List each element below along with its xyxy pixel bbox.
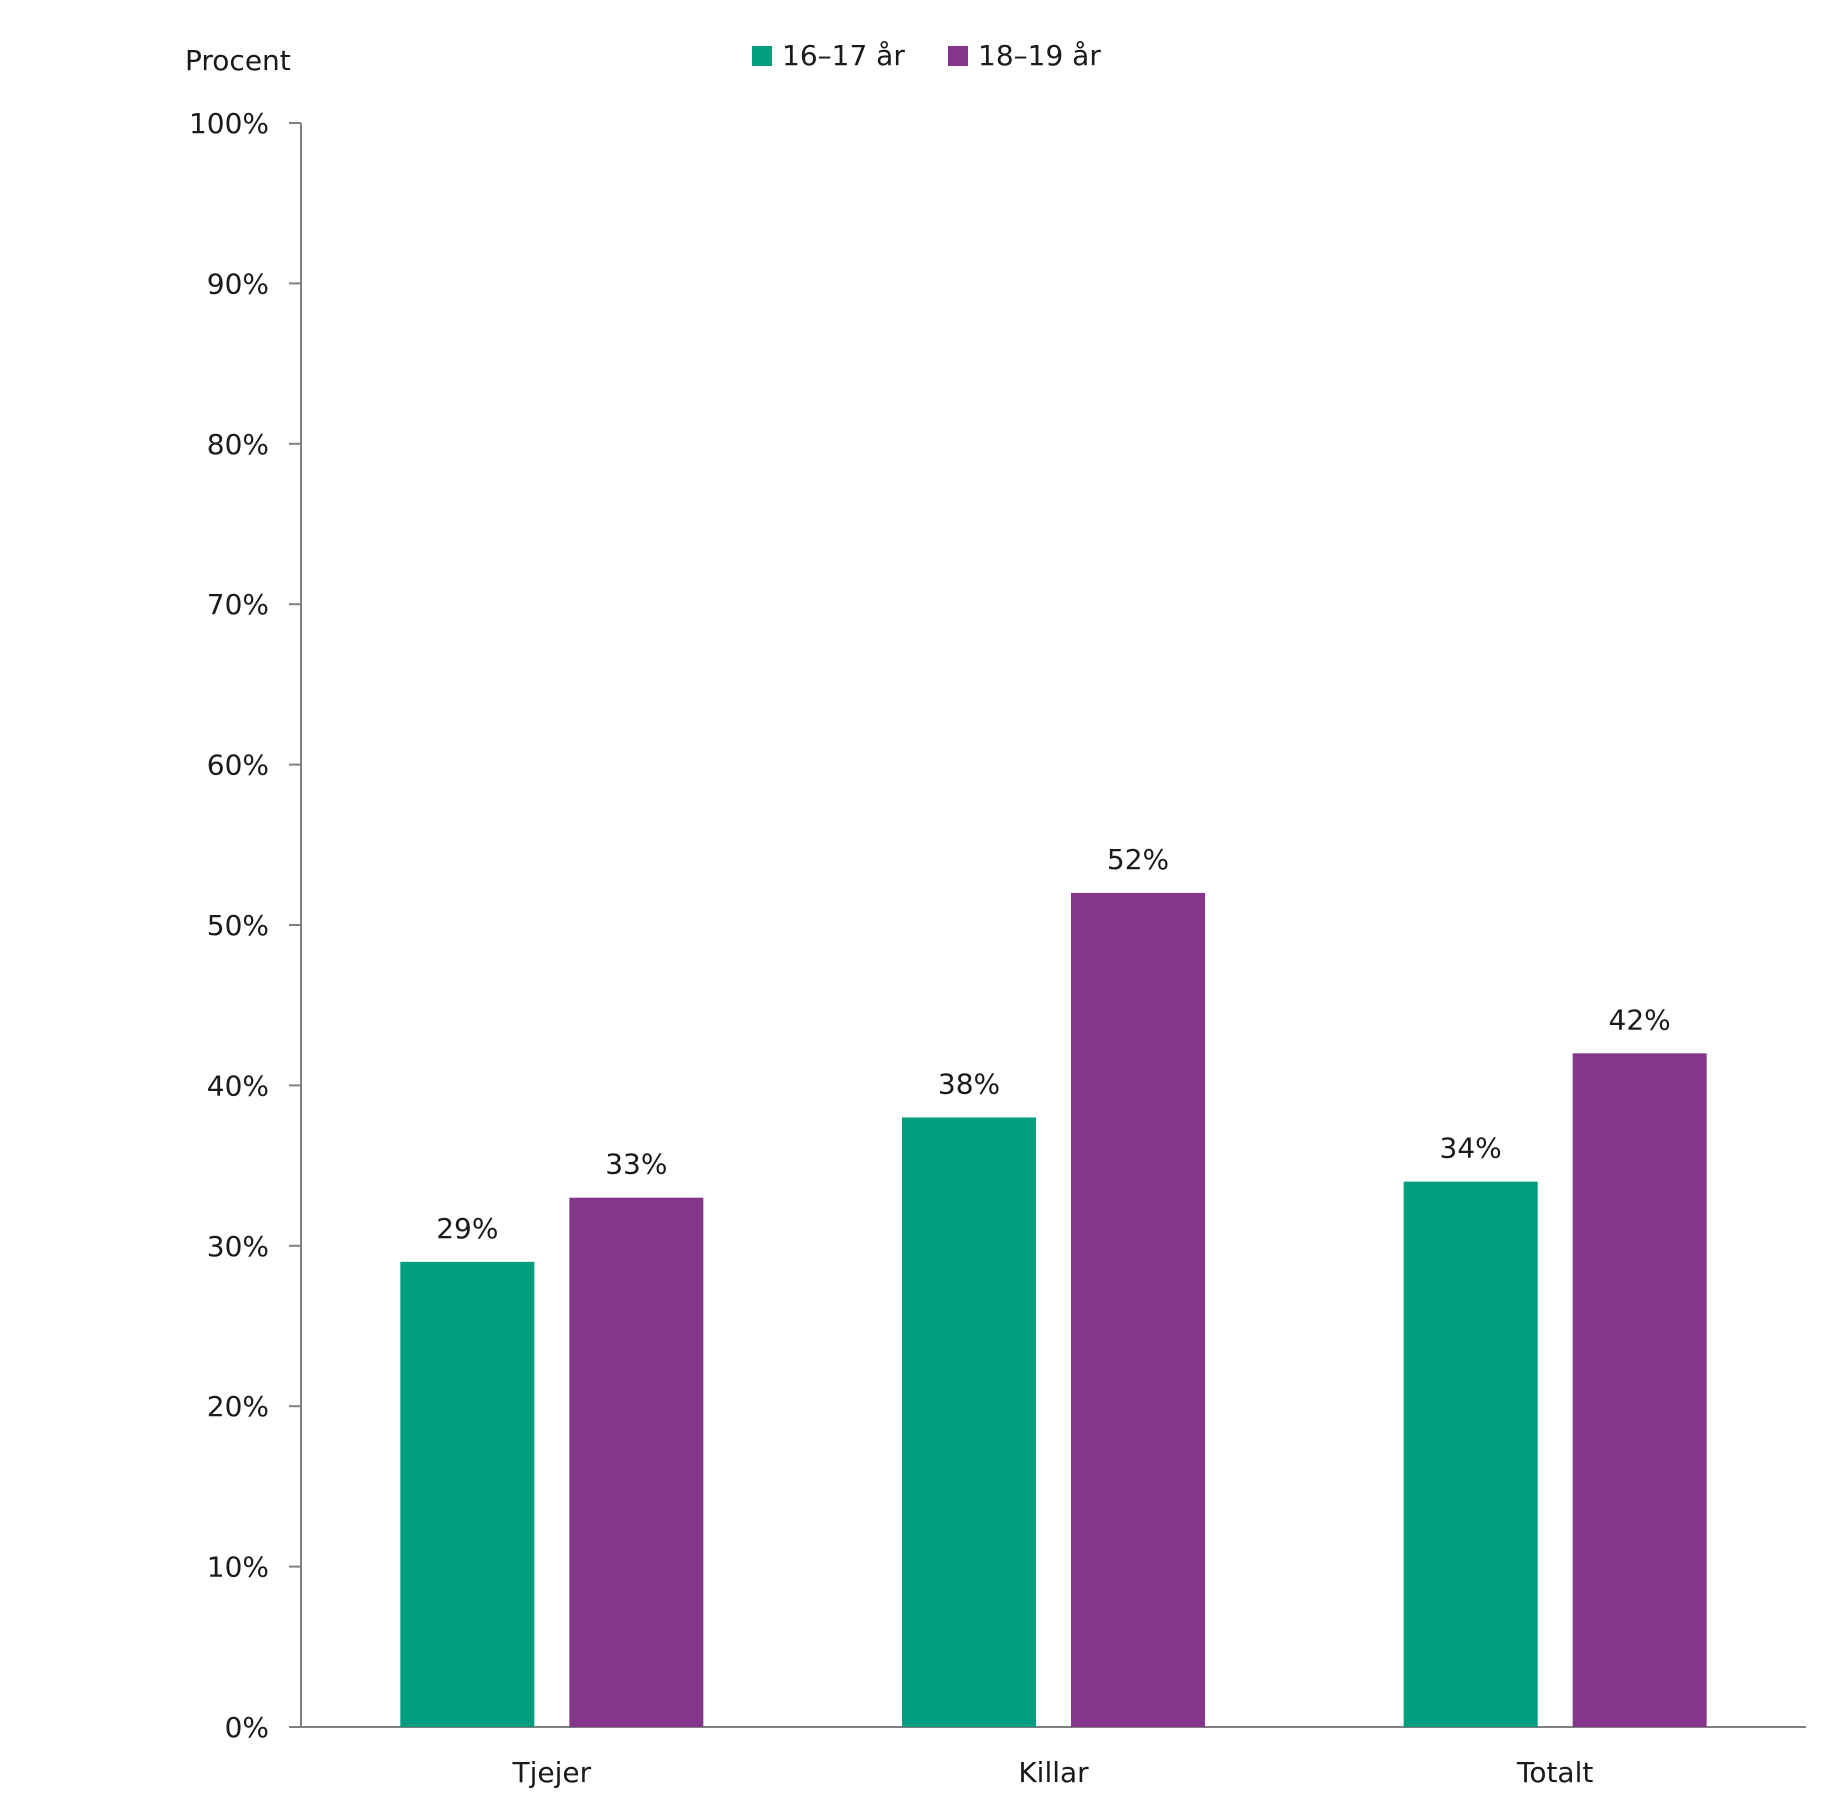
bar-killar-16-17 bbox=[902, 1117, 1036, 1727]
data-label: 52% bbox=[1107, 843, 1169, 876]
bar-totalt-16-17 bbox=[1403, 1181, 1538, 1727]
y-tick-label: 40% bbox=[207, 1069, 269, 1102]
y-tick-label: 80% bbox=[207, 428, 269, 461]
data-label: 42% bbox=[1609, 1003, 1671, 1036]
x-tick-label: Killar bbox=[1018, 1756, 1089, 1789]
y-tick-label: 60% bbox=[207, 749, 269, 782]
y-axis-label: Procent bbox=[185, 44, 291, 77]
data-label: 38% bbox=[938, 1067, 1000, 1100]
y-tick-label: 30% bbox=[207, 1230, 269, 1263]
legend-label-16-17: 16–17 år bbox=[782, 39, 905, 72]
data-label: 33% bbox=[605, 1148, 667, 1181]
data-label: 29% bbox=[436, 1212, 498, 1245]
legend-label-18-19: 18–19 år bbox=[978, 39, 1101, 72]
y-tick-label: 0% bbox=[225, 1711, 269, 1744]
y-tick-label: 10% bbox=[207, 1551, 269, 1584]
y-tick-label: 70% bbox=[207, 588, 269, 621]
y-tick-label: 50% bbox=[207, 909, 269, 942]
legend-swatch-18-19 bbox=[948, 46, 968, 66]
axes: 0% 10% 20% 30% 40% 50% 60% 70% 80% 90% 100% Tjejer K… bbox=[189, 107, 1806, 1789]
y-tick-label: 20% bbox=[207, 1390, 269, 1423]
bar-killar-18-19 bbox=[1071, 892, 1205, 1727]
data-labels: 29% 33% 38% 52% 34% 42% bbox=[436, 843, 1671, 1245]
x-tick-label: Totalt bbox=[1516, 1756, 1593, 1789]
legend: 16–17 år 18–19 år bbox=[752, 39, 1101, 72]
legend-swatch-16-17 bbox=[752, 46, 772, 66]
bar-tjejer-16-17 bbox=[400, 1261, 535, 1727]
y-tick-label: 90% bbox=[207, 267, 269, 300]
bar-totalt-18-19 bbox=[1572, 1053, 1707, 1727]
x-tick-label: Tjejer bbox=[512, 1756, 592, 1789]
y-tick-label: 100% bbox=[189, 107, 269, 140]
bar-tjejer-18-19 bbox=[569, 1197, 704, 1727]
bars bbox=[400, 892, 1707, 1727]
data-label: 34% bbox=[1440, 1132, 1502, 1165]
